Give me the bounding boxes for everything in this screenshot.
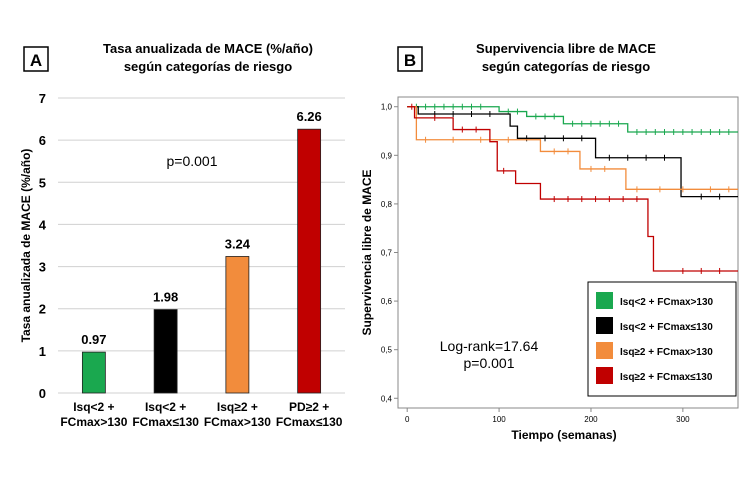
x-tick-label: FCmax≤130	[132, 415, 199, 429]
panel-a-title-line1: Tasa anualizada de MACE (%/año)	[103, 41, 313, 56]
km-chart-x-ticks: 0 100 200 300	[405, 408, 690, 424]
km-chart-x-label: Tiempo (semanas)	[511, 428, 616, 442]
y-tick-label: 0	[39, 386, 46, 401]
km-series	[407, 106, 738, 193]
x-tick-label: 100	[492, 415, 506, 424]
y-tick-label: 0,9	[381, 151, 393, 160]
x-tick-label: Isq<2 +	[145, 400, 186, 414]
bar	[81, 351, 106, 394]
km-series-line	[407, 106, 738, 272]
bar-chart-grid	[58, 97, 345, 394]
bar	[297, 128, 322, 394]
km-series-line	[407, 106, 738, 133]
y-tick-label: 0,8	[381, 200, 393, 209]
bar-chart-y-ticks: 0 1 2 3 4 5 6 7	[39, 91, 47, 401]
legend-label: Isq<2 + FCmax≤130	[620, 322, 713, 333]
km-chart-p-value: p=0.001	[464, 355, 515, 371]
km-series-line	[407, 106, 738, 198]
y-tick-label: 2	[39, 302, 46, 317]
panel-b-letter: B	[404, 51, 416, 70]
x-tick-label: 200	[584, 415, 598, 424]
km-chart-legend: Isq<2 + FCmax>130 Isq<2 + FCmax≤130 Isq≥2 …	[587, 281, 737, 397]
bar-value-label: 3.24	[225, 236, 251, 251]
x-tick-label: 300	[676, 415, 690, 424]
panel-b-header: B Supervivencia libre de MACE según cate…	[397, 41, 656, 74]
y-tick-label: 3	[39, 260, 46, 275]
x-tick-label: 0	[405, 415, 410, 424]
y-tick-label: 0,4	[381, 394, 393, 403]
y-tick-label: 0,7	[381, 249, 393, 258]
y-tick-label: 1,0	[381, 103, 393, 112]
x-tick-label: PD≥2 +	[289, 400, 329, 414]
km-series	[407, 103, 738, 135]
panel-a-header: A Tasa anualizada de MACE (%/año) según …	[23, 41, 313, 74]
legend-label: Isq≥2 + FCmax>130	[620, 347, 713, 358]
bar-value-label: 0.97	[81, 332, 106, 347]
km-series	[407, 106, 738, 200]
y-tick-label: 5	[39, 175, 46, 190]
legend-swatch	[596, 317, 613, 334]
panel-a-letter-box	[23, 46, 49, 72]
km-series-line	[407, 106, 738, 190]
km-chart: 0,4 0,5 0,6 0,7 0,8 0,9 1,0 0 100 200 300 Supervi…	[360, 96, 739, 442]
km-series	[407, 103, 738, 274]
x-tick-label: FCmax>130	[60, 415, 127, 429]
legend-label: Isq<2 + FCmax>130	[620, 297, 714, 308]
bar	[153, 309, 178, 394]
x-tick-label: Isq<2 +	[73, 400, 114, 414]
bar-value-label: 1.98	[153, 290, 178, 305]
x-tick-label: FCmax≤130	[276, 415, 343, 429]
y-tick-label: 0,6	[381, 297, 393, 306]
km-chart-y-ticks: 0,4 0,5 0,6 0,7 0,8 0,9 1,0	[381, 103, 398, 403]
km-chart-series	[407, 103, 738, 274]
panel-b-title-line1: Supervivencia libre de MACE	[476, 41, 656, 56]
bar-chart-bars	[81, 128, 322, 394]
km-chart-logrank: Log-rank=17.64	[440, 338, 539, 354]
y-tick-label: 6	[39, 133, 46, 148]
panel-b-title-line2: según categorías de riesgo	[482, 59, 650, 74]
x-tick-label: Isq≥2 +	[217, 400, 258, 414]
bar-value-label: 6.26	[296, 109, 321, 124]
km-chart-y-label: Supervivencia libre de MACE	[360, 169, 374, 335]
y-tick-label: 7	[39, 91, 46, 106]
panel-a-title-line2: según categorías de riesgo	[124, 59, 292, 74]
y-tick-label: 4	[39, 217, 47, 232]
panel-b-letter-box	[397, 46, 423, 72]
legend-swatch	[596, 342, 613, 359]
panel-a-letter: A	[30, 51, 42, 70]
legend-swatch	[596, 292, 613, 309]
bar-chart-value-labels: 0.97 1.98 3.24 6.26	[81, 109, 322, 347]
x-tick-label: FCmax>130	[204, 415, 271, 429]
bar	[225, 256, 250, 394]
y-tick-label: 0,5	[381, 346, 393, 355]
bar-chart-p-value: p=0.001	[167, 153, 218, 169]
y-tick-label: 1	[39, 344, 46, 359]
bar-chart-y-label: Tasa anualizada de MACE (%/año)	[19, 149, 33, 343]
legend-swatch	[596, 367, 613, 384]
legend-label: Isq≥2 + FCmax≤130	[620, 372, 713, 383]
